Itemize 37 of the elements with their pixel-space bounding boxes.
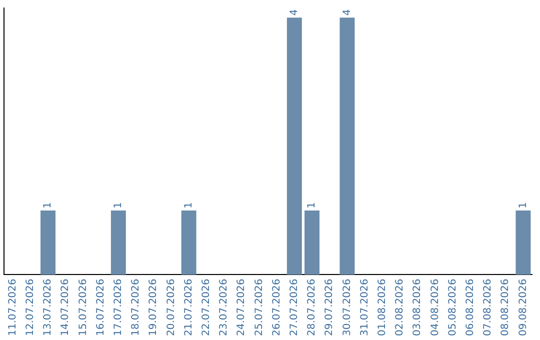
x-tick-label: 29.07.2026	[324, 278, 336, 336]
data-label: 1	[42, 202, 54, 208]
x-tick-label: 11.07.2026	[7, 278, 18, 336]
x-tick-label: 20.07.2026	[166, 278, 177, 336]
x-tick-label: 18.07.2026	[130, 278, 142, 336]
x-tick-label: 31.07.2026	[359, 278, 370, 336]
x-tick-label: 17.07.2026	[112, 278, 124, 336]
data-label: 4	[342, 9, 353, 16]
x-tick-label: 26.07.2026	[271, 278, 282, 336]
x-tick-label: 03.08.2026	[412, 278, 424, 336]
x-tick-label: 30.07.2026	[342, 278, 353, 336]
x-tick-label: 07.08.2026	[482, 278, 494, 336]
x-tick-label: 15.07.2026	[78, 278, 89, 336]
x-tick-label: 27.07.2026	[288, 278, 300, 336]
x-tick-label: 28.07.2026	[306, 278, 318, 336]
data-label: 4	[288, 9, 300, 16]
x-tick-label: 24.07.2026	[236, 278, 248, 336]
x-tick-label: 01.08.2026	[376, 278, 388, 336]
x-tick-label: 05.08.2026	[447, 278, 458, 336]
x-tick-label: 06.08.2026	[464, 278, 476, 336]
x-tick-label: 02.08.2026	[394, 278, 406, 336]
x-tick-label: 23.07.2026	[218, 278, 230, 336]
x-tick-label: 04.08.2026	[430, 278, 441, 336]
x-tick-label: 12.07.2026	[24, 278, 36, 336]
x-tick-label: 22.07.2026	[200, 278, 212, 336]
data-label: 1	[183, 202, 194, 208]
x-tick-label: 13.07.2026	[42, 278, 54, 336]
data-label: 1	[306, 202, 318, 208]
x-tick-label: 14.07.2026	[60, 278, 72, 336]
data-label: 1	[112, 202, 124, 208]
x-tick-label: 08.08.2026	[500, 278, 512, 336]
x-tick-label: 25.07.2026	[254, 278, 265, 336]
x-tick-label: 21.07.2026	[183, 278, 194, 336]
x-tick-label: 09.08.2026	[518, 278, 529, 336]
x-tick-label: 19.07.2026	[148, 278, 160, 336]
data-label: 1	[518, 202, 529, 208]
x-tick-label: 16.07.2026	[95, 278, 106, 336]
